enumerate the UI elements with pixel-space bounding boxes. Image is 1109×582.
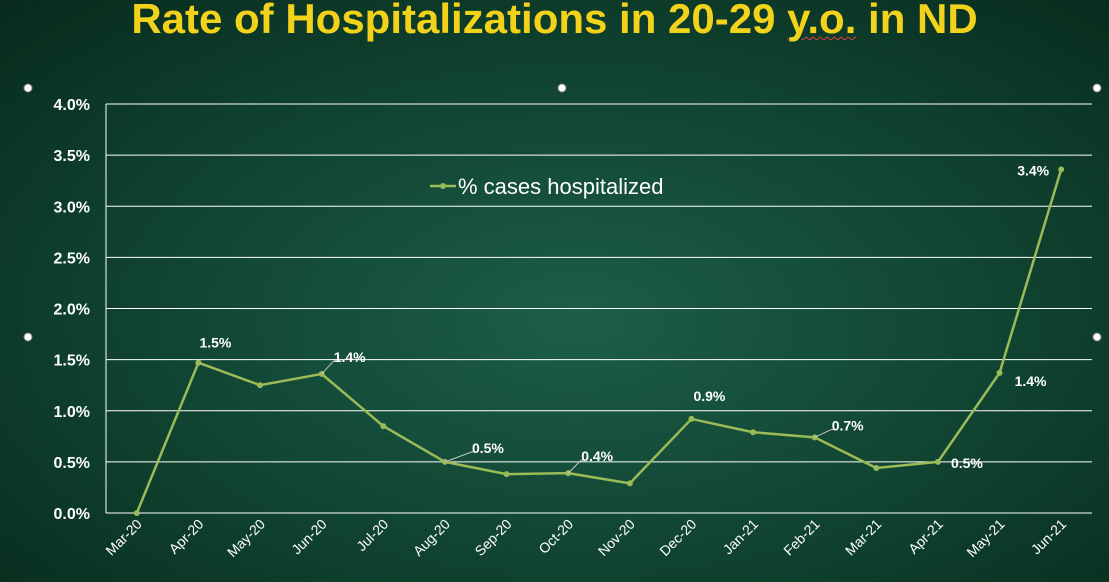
data-label: 0.5%	[472, 440, 504, 456]
title-text-start: Rate of Hospitalizations in 20-29	[131, 0, 788, 42]
data-point[interactable]	[688, 415, 695, 422]
data-point[interactable]	[503, 471, 510, 478]
data-label-leader	[444, 451, 475, 463]
legend[interactable]: % cases hospitalized	[430, 174, 663, 199]
x-axis-ticks: Mar-20 Apr-20 May-20 Jun-20 Jul-20 Aug-20 Sep-…	[102, 516, 1069, 560]
x-tick-label: Nov-20	[595, 516, 638, 559]
data-label: 0.9%	[693, 388, 725, 404]
x-tick-label: Oct-20	[535, 516, 576, 557]
data-point[interactable]	[380, 423, 387, 430]
x-tick-label: Jun-21	[1028, 516, 1070, 558]
data-point[interactable]	[934, 458, 941, 465]
chart-selection-frame[interactable]	[23, 83, 1102, 342]
x-tick-label: Sep-20	[471, 516, 514, 559]
resize-handle[interactable]	[23, 83, 33, 93]
x-tick-label: Jul-20	[353, 516, 391, 554]
resize-handle[interactable]	[557, 83, 567, 93]
data-label-leader	[814, 428, 835, 438]
resize-handle[interactable]	[1092, 332, 1102, 342]
data-label: 1.4%	[334, 349, 366, 365]
x-tick-label: Mar-21	[842, 516, 885, 559]
x-tick-label: Jun-20	[288, 516, 330, 558]
data-point[interactable]	[626, 480, 633, 487]
x-tick-label: May-21	[963, 516, 1007, 560]
data-point[interactable]	[1058, 166, 1065, 173]
gridlines	[105, 103, 1092, 514]
resize-handle[interactable]	[1092, 83, 1102, 93]
data-point[interactable]	[133, 510, 140, 516]
title-text-end: in ND	[856, 0, 978, 42]
data-label: 1.5%	[199, 335, 231, 351]
chart-title: Rate of Hospitalizations in 20-29 y.o. i…	[0, 0, 1109, 41]
y-tick-label: 0.0%	[54, 506, 90, 523]
data-label: 0.4%	[581, 448, 613, 464]
series-line-group	[133, 166, 1065, 516]
y-tick-label: 1.0%	[54, 404, 90, 421]
data-label: 3.4%	[1017, 162, 1049, 178]
y-axis-ticks: 0.0% 0.5% 1.0% 1.5% 2.0% 2.5% 3.0% 3.5% 4.0%	[54, 97, 90, 523]
data-label-leader	[321, 360, 337, 375]
data-label-leader	[567, 459, 585, 474]
data-point[interactable]	[257, 382, 264, 389]
data-point[interactable]	[750, 429, 757, 436]
data-point[interactable]	[195, 359, 202, 366]
y-tick-label: 2.0%	[54, 302, 90, 319]
x-tick-label: May-20	[224, 516, 268, 560]
data-label: 0.5%	[951, 455, 983, 471]
x-tick-label: Jan-21	[720, 516, 762, 558]
data-labels: 1.5% 1.4% 0.5% 0.4% 0.9% 0.7% 0.5% 1.4% 3.4%	[199, 162, 1050, 474]
y-tick-label: 3.0%	[54, 199, 90, 216]
data-label: 0.7%	[832, 417, 864, 433]
y-tick-label: 3.5%	[54, 148, 90, 165]
y-tick-label: 2.5%	[54, 250, 90, 267]
x-tick-label: Mar-20	[102, 516, 145, 559]
x-tick-label: Aug-20	[410, 516, 453, 559]
resize-handle[interactable]	[23, 332, 33, 342]
y-tick-label: 0.5%	[54, 455, 90, 472]
x-tick-label: Apr-21	[905, 516, 946, 557]
y-tick-label: 1.5%	[54, 353, 90, 370]
data-point[interactable]	[873, 465, 880, 472]
y-tick-label: 4.0%	[54, 97, 90, 114]
data-label: 1.4%	[1015, 373, 1047, 389]
series-line[interactable]	[135, 169, 1063, 514]
x-tick-label: Apr-20	[166, 516, 207, 557]
data-point[interactable]	[996, 369, 1003, 376]
title-text-spellcheck-word: y.o.	[787, 0, 857, 42]
x-tick-label: Feb-21	[780, 516, 823, 559]
legend-label: % cases hospitalized	[458, 174, 663, 199]
legend-marker	[440, 183, 446, 189]
x-tick-label: Dec-20	[656, 516, 699, 559]
